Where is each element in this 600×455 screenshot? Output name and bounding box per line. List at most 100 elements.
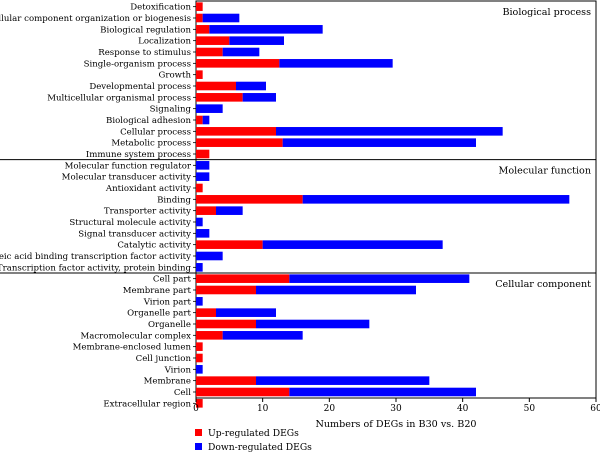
group-label: Biological process	[502, 7, 591, 18]
bar-down	[209, 25, 323, 34]
bar-up	[196, 285, 256, 295]
x-tick-label: 50	[524, 404, 536, 414]
bar-up	[196, 2, 203, 11]
category-label: Antioxidant activity	[105, 184, 191, 194]
category-label: Biological adhesion	[106, 116, 191, 126]
category-label: Molecular transducer activity	[62, 173, 191, 183]
category-label: Signaling	[150, 105, 192, 115]
bar-up	[196, 274, 290, 283]
category-label: Membrane-enclosed lumen	[73, 343, 192, 353]
bar-down	[222, 47, 260, 57]
bar-down	[196, 297, 203, 306]
bar-down	[222, 331, 303, 340]
x-tick-label: 30	[390, 404, 402, 414]
category-label: Nucleic acid binding transcription facto…	[0, 252, 191, 262]
bar-down	[216, 206, 243, 215]
bar-down	[202, 13, 240, 23]
bar-down	[279, 59, 393, 68]
category-label: Growth	[159, 71, 192, 81]
category-label: Detoxification	[130, 3, 191, 13]
category-label: Extracellular region	[103, 399, 191, 409]
category-label: Cellular component organization or bioge…	[0, 14, 191, 24]
bar-down	[196, 251, 223, 261]
bar-down	[196, 104, 223, 113]
bar-up	[196, 127, 276, 136]
bar-up	[196, 115, 203, 125]
bar-up	[196, 342, 203, 351]
bar-down	[202, 115, 210, 125]
category-label: Response to stimulus	[98, 48, 191, 58]
legend-entry: Up-regulated DEGs	[208, 428, 299, 439]
bar-up	[196, 93, 243, 102]
category-label: Virion part	[143, 297, 192, 307]
bar-down	[216, 308, 276, 317]
bar-down	[262, 240, 443, 249]
category-label: Cell	[174, 388, 191, 398]
bar-down	[282, 138, 476, 147]
category-label: Immune system process	[86, 150, 191, 160]
bar-up	[196, 331, 223, 340]
x-axis-title: Numbers of DEGs in B30 vs. B20	[315, 419, 476, 430]
bar-down	[196, 365, 203, 374]
x-tick-label: 10	[257, 404, 269, 414]
bar-down	[196, 263, 203, 272]
bar-up	[196, 183, 203, 193]
category-label: Organelle part	[127, 309, 191, 319]
bar-up	[196, 240, 263, 249]
group-label: Molecular function	[499, 166, 591, 177]
bar-up	[196, 387, 290, 397]
category-label: Structural molecule activity	[69, 218, 191, 228]
legend-swatch	[195, 443, 202, 450]
x-tick-label: 60	[590, 404, 600, 414]
bar-down	[196, 161, 210, 170]
category-label: Signal transducer activity	[78, 229, 191, 239]
category-label: Binding	[157, 195, 191, 205]
group-label: Cellular component	[495, 279, 591, 290]
bar-up	[196, 59, 280, 68]
category-label: Cell junction	[136, 354, 192, 364]
category-label: Virion	[164, 365, 192, 375]
bar-up	[196, 206, 216, 215]
category-label: Organelle	[148, 320, 191, 330]
bar-up	[196, 353, 203, 363]
bar-down	[196, 229, 210, 238]
category-label: Transcription factor activity, protein b…	[0, 263, 191, 273]
category-label: Localization	[138, 37, 191, 47]
legend-swatch	[195, 429, 202, 436]
bar-up	[196, 25, 210, 34]
category-label: Transporter activity	[104, 207, 191, 217]
category-label: Single-organism process	[84, 59, 191, 69]
bar-down	[229, 36, 284, 45]
bar-up	[196, 70, 203, 79]
bar-up	[196, 319, 256, 329]
bar-up	[196, 376, 256, 385]
category-label: Developmental process	[89, 82, 191, 92]
bar-down	[256, 376, 430, 385]
category-label: Biological regulation	[100, 25, 191, 35]
category-label: Catalytic activity	[117, 241, 191, 251]
bar-up	[196, 195, 303, 204]
bar-up	[196, 13, 203, 23]
category-label: Membrane part	[123, 286, 192, 296]
category-label: Multicellular organismal process	[47, 93, 191, 103]
category-label: Membrane	[144, 377, 191, 387]
bar-up	[196, 47, 223, 57]
bar-down	[289, 387, 476, 397]
category-label: Molecular function regulator	[65, 161, 192, 171]
bar-up	[196, 308, 216, 317]
x-tick-label: 20	[324, 404, 336, 414]
bar-up	[196, 138, 283, 147]
bar-up	[196, 36, 230, 45]
legend-entry: Down-regulated DEGs	[208, 442, 312, 453]
x-tick-label: 40	[457, 404, 469, 414]
category-label: Macromolecular complex	[80, 331, 191, 341]
bar-down	[196, 217, 203, 227]
bar-up	[196, 149, 210, 159]
bar-up	[196, 81, 236, 91]
bar-down	[302, 195, 570, 204]
bar-down	[289, 274, 470, 283]
category-label: Cellular process	[120, 127, 191, 137]
bar-down	[256, 285, 416, 295]
bar-down	[256, 319, 370, 329]
